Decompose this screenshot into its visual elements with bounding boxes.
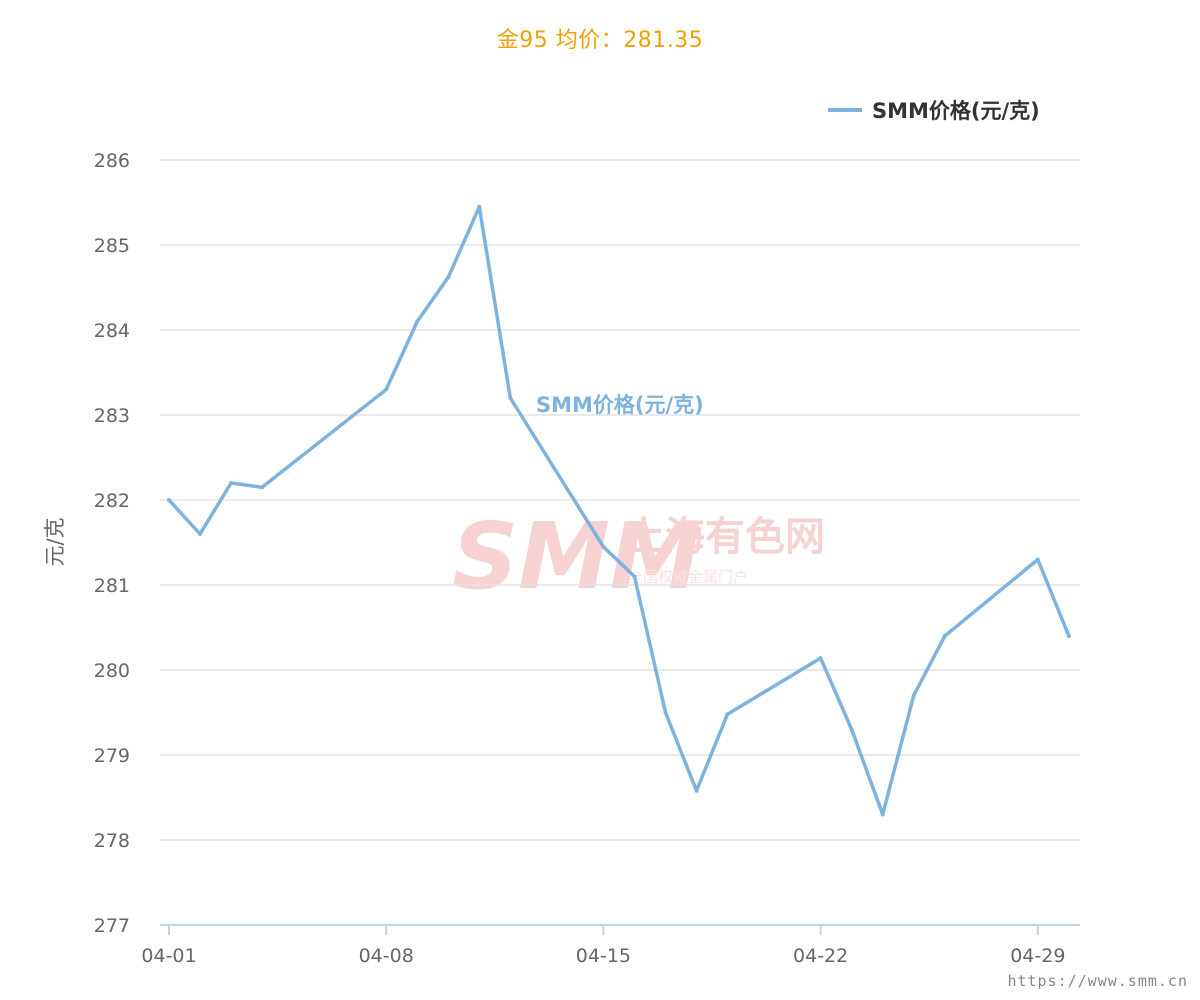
series-layer [167, 204, 1071, 817]
y-tick-label: 282 [94, 490, 130, 512]
data-point[interactable] [1035, 557, 1040, 562]
data-point[interactable] [167, 498, 171, 502]
data-point[interactable] [818, 656, 823, 661]
x-tick-label: 04-01 [141, 945, 196, 967]
watermark-sub-text: 全国权威金属门户 [628, 568, 748, 586]
data-point[interactable] [725, 712, 730, 717]
y-tick-label: 284 [94, 320, 130, 342]
y-tick-label: 280 [94, 660, 130, 682]
chart-title: 金95 均价：281.35 [496, 28, 704, 53]
data-point[interactable] [260, 485, 265, 490]
y-tick-label: 281 [94, 575, 130, 597]
data-point[interactable] [384, 387, 389, 392]
site-url: https://www.smm.cn [1007, 972, 1188, 990]
y-axis: 277 278 279 280 281 282 283 284 285 286 [94, 150, 130, 937]
x-tick-label: 04-22 [793, 945, 848, 967]
data-point[interactable] [880, 812, 885, 817]
grid-lines [160, 159, 1080, 841]
legend[interactable]: SMM价格(元/克) [828, 99, 1040, 123]
data-point[interactable] [229, 481, 234, 485]
series-inline-label: SMM价格(元/克) [536, 393, 704, 417]
x-tick-label: 04-29 [1010, 945, 1065, 967]
data-point[interactable] [694, 788, 699, 793]
x-tick-label: 04-15 [576, 945, 631, 967]
x-axis: 04-01 04-08 04-15 04-22 04-29 [141, 924, 1080, 967]
watermark-logo: SMM [452, 503, 701, 610]
data-point[interactable] [446, 275, 451, 280]
y-tick-label: 279 [94, 745, 130, 767]
data-point[interactable] [632, 574, 637, 579]
data-point[interactable] [508, 396, 513, 400]
y-axis-title: 元/克 [43, 517, 67, 566]
data-point[interactable] [601, 544, 606, 549]
data-point[interactable] [942, 634, 947, 638]
data-point[interactable] [911, 693, 916, 698]
y-tick-label: 286 [94, 150, 130, 172]
smm-watermark: SMM 上海有色网 全国权威金属门户 [452, 503, 825, 610]
data-point[interactable] [849, 727, 854, 732]
y-tick-label: 278 [94, 830, 130, 852]
watermark-cn-text: 上海有色网 [625, 514, 825, 560]
data-point[interactable] [663, 710, 668, 715]
y-tick-label: 283 [94, 405, 130, 427]
data-point[interactable] [477, 204, 482, 209]
y-tick-label: 285 [94, 235, 130, 257]
legend-label[interactable]: SMM价格(元/克) [872, 99, 1040, 123]
data-point[interactable] [1066, 634, 1071, 638]
data-point[interactable] [415, 319, 420, 324]
data-point[interactable] [198, 532, 203, 536]
y-tick-label: 277 [94, 915, 130, 937]
x-tick-label: 04-08 [359, 945, 414, 967]
